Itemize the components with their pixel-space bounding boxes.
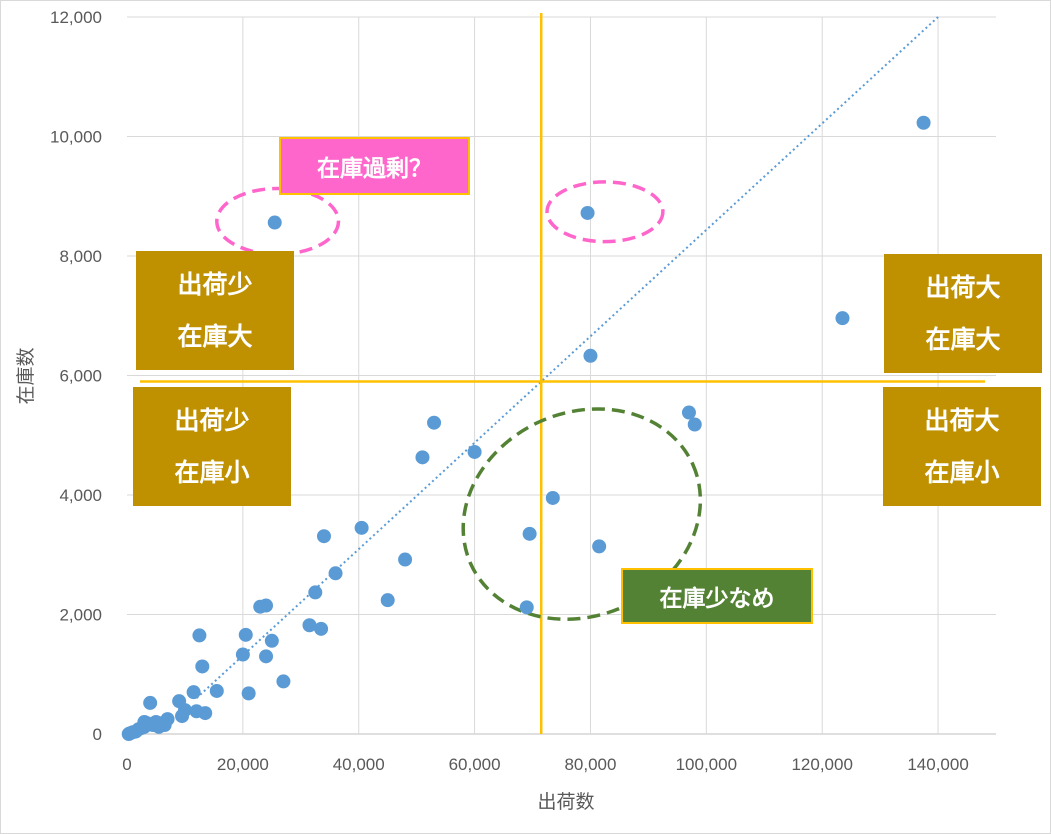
data-point: [427, 415, 442, 430]
quadrant-label-top-left: 出荷少 在庫大: [136, 251, 294, 370]
x-tick-label: 0: [122, 755, 131, 774]
highlight-ellipse: [545, 180, 665, 244]
y-tick-label: 8,000: [59, 247, 102, 266]
ellipse-layer: [215, 180, 703, 622]
data-point: [195, 659, 210, 674]
y-tick-label: 2,000: [59, 606, 102, 625]
data-point: [177, 703, 192, 718]
y-axis-title: 在庫数: [15, 347, 37, 404]
reference-lines: [140, 13, 985, 734]
points-layer: [121, 115, 931, 741]
data-point: [314, 621, 329, 636]
data-point: [198, 706, 213, 721]
data-point: [467, 444, 482, 459]
data-point: [592, 539, 607, 554]
data-point: [835, 311, 850, 326]
data-point: [302, 618, 317, 633]
data-point: [398, 552, 413, 567]
data-point: [241, 686, 256, 701]
data-point: [276, 674, 291, 689]
data-point: [316, 529, 331, 544]
data-point: [583, 348, 598, 363]
data-point: [259, 598, 274, 613]
highlight-ellipse: [461, 407, 703, 622]
quadrant-label-line: 出荷大: [924, 405, 1000, 435]
quadrant-label-line: 出荷少: [174, 405, 250, 435]
data-point: [160, 712, 175, 727]
data-point: [267, 215, 282, 230]
data-point: [264, 633, 279, 648]
y-tick-label: 0: [93, 725, 102, 744]
data-point: [209, 683, 224, 698]
quadrant-label-top-right: 出荷大 在庫大: [884, 254, 1042, 373]
data-point: [186, 685, 201, 700]
x-tick-label: 80,000: [564, 755, 616, 774]
y-axis-ticks: 0 2,000 4,000 6,000 8,000 10,000 12,000: [50, 8, 102, 744]
x-tick-label: 40,000: [333, 755, 385, 774]
x-axis-ticks: 0 20,000 40,000 60,000 80,000 100,000 120,000 1…: [122, 755, 969, 774]
data-point: [354, 520, 369, 535]
x-axis-title: 出荷数: [537, 791, 594, 813]
x-tick-label: 100,000: [676, 755, 737, 774]
y-tick-label: 6,000: [59, 367, 102, 386]
highlight-ellipse: [215, 186, 341, 256]
x-tick-label: 120,000: [791, 755, 852, 774]
data-point: [415, 450, 430, 465]
quadrant-label-bottom-right: 出荷大 在庫小: [883, 387, 1041, 506]
quadrant-label-line: 在庫大: [925, 324, 1001, 354]
data-point: [235, 647, 250, 662]
quadrant-label-bottom-left: 出荷少 在庫小: [133, 387, 291, 506]
data-point: [380, 593, 395, 608]
x-tick-label: 60,000: [449, 755, 501, 774]
data-point: [681, 405, 696, 420]
data-point: [687, 417, 702, 432]
quadrant-label-line: 在庫小: [174, 457, 250, 487]
trendline: [195, 16, 939, 699]
data-point: [545, 490, 560, 505]
data-point: [192, 628, 207, 643]
trendline-layer: [195, 16, 939, 699]
data-point: [916, 115, 931, 130]
quadrant-label-line: 出荷少: [177, 269, 253, 299]
data-point: [328, 566, 343, 581]
data-point: [519, 600, 534, 615]
y-tick-label: 4,000: [59, 486, 102, 505]
quadrant-label-line: 出荷大: [925, 272, 1001, 302]
quadrant-label-line: 在庫大: [177, 321, 253, 351]
overstock-callout: 在庫過剰？: [279, 137, 470, 195]
data-point: [238, 627, 253, 642]
data-point: [580, 205, 595, 220]
data-point: [259, 649, 274, 664]
quadrant-label-line: 在庫小: [924, 457, 1000, 487]
x-tick-label: 20,000: [217, 755, 269, 774]
data-point: [522, 526, 537, 541]
grid: [127, 16, 996, 735]
data-point: [308, 585, 323, 600]
data-point: [143, 695, 158, 710]
y-tick-label: 10,000: [50, 128, 102, 147]
x-tick-label: 140,000: [907, 755, 968, 774]
y-tick-label: 12,000: [50, 8, 102, 27]
low-stock-callout: 在庫少なめ: [621, 568, 813, 624]
